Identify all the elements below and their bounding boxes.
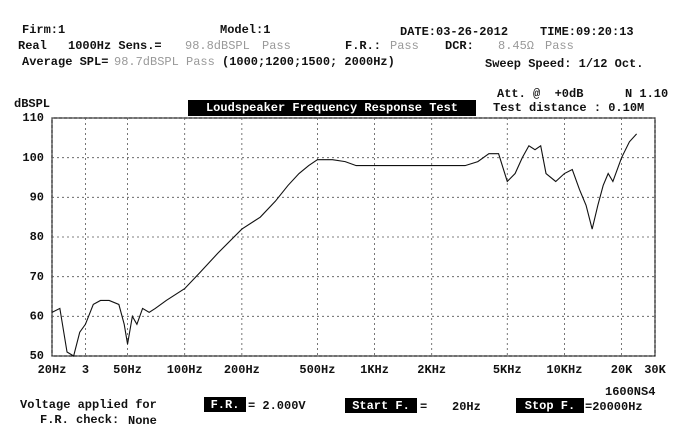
- y-tick-label: 50: [30, 349, 44, 363]
- y-tick-label: 70: [30, 270, 44, 284]
- sweep: Sweep Speed: 1/12 Oct.: [485, 57, 643, 71]
- x-tick-label: 50Hz: [113, 363, 142, 377]
- x-tick-label: 2KHz: [417, 363, 446, 377]
- x-tick-label: 100Hz: [167, 363, 203, 377]
- stop-value: =20000Hz: [585, 400, 643, 414]
- sens-label: 1000Hz Sens.=: [68, 39, 162, 53]
- check-value: None: [128, 414, 157, 428]
- fr-box-label: F.R.: [211, 398, 240, 412]
- code: 1600NS4: [605, 385, 655, 399]
- fr-box: [204, 397, 246, 412]
- stop-box-label: Stop F.: [525, 399, 575, 413]
- avg-range: (1000;1200;1500; 2000Hz): [222, 55, 395, 69]
- check-label: F.R. check:: [40, 413, 119, 427]
- sens-value: 98.8dBSPL: [185, 39, 250, 53]
- y-tick-label: 80: [30, 230, 44, 244]
- start-value: 20Hz: [452, 400, 481, 414]
- firm: Firm:1: [22, 23, 65, 37]
- stop-box: [516, 398, 584, 413]
- avg-value: 98.7dBSPL Pass: [114, 55, 215, 69]
- start-box: [345, 398, 417, 413]
- date: DATE:03-26-2012: [400, 25, 508, 39]
- x-tick-label: 200Hz: [224, 363, 260, 377]
- version: N 1.10: [625, 87, 668, 101]
- x-tick-label: 5KHz: [493, 363, 522, 377]
- att: Att. @ +0dB: [497, 87, 583, 101]
- start-eq: =: [420, 400, 427, 414]
- x-tick-label: 30K: [644, 363, 666, 377]
- test-distance: Test distance : 0.10M: [493, 101, 644, 115]
- dcr-value: 8.45Ω: [498, 39, 534, 53]
- x-tick-label: 20K: [611, 363, 633, 377]
- sens-status: Pass: [262, 39, 291, 53]
- avg-label: Average SPL=: [22, 55, 108, 69]
- real: Real: [18, 39, 47, 53]
- fr-label: F.R.:: [345, 39, 381, 53]
- voltage-value: = 2.000V: [248, 399, 306, 413]
- x-tick-label: 3: [82, 363, 89, 377]
- response-line: [51, 133, 638, 357]
- dcr-status: Pass: [545, 39, 574, 53]
- y-tick-label: 100: [22, 151, 44, 165]
- x-tick-label: 1KHz: [360, 363, 389, 377]
- time: TIME:09:20:13: [540, 25, 634, 39]
- title-box: [188, 100, 476, 116]
- start-box-label: Start F.: [352, 399, 410, 413]
- x-tick-label: 20Hz: [38, 363, 67, 377]
- y-tick-label: 60: [30, 310, 44, 324]
- y-tick-label: 90: [30, 191, 44, 205]
- x-tick-label: 500Hz: [299, 363, 335, 377]
- voltage-label: Voltage applied for: [20, 398, 157, 412]
- x-tick-label: 10KHz: [546, 363, 582, 377]
- y-axis-label: dBSPL: [14, 97, 50, 111]
- chart-title: Loudspeaker Frequency Response Test: [206, 101, 458, 115]
- dcr-label: DCR:: [445, 39, 474, 53]
- fr-status: Pass: [390, 39, 419, 53]
- y-tick-label: 110: [22, 111, 44, 125]
- model: Model:1: [220, 23, 270, 37]
